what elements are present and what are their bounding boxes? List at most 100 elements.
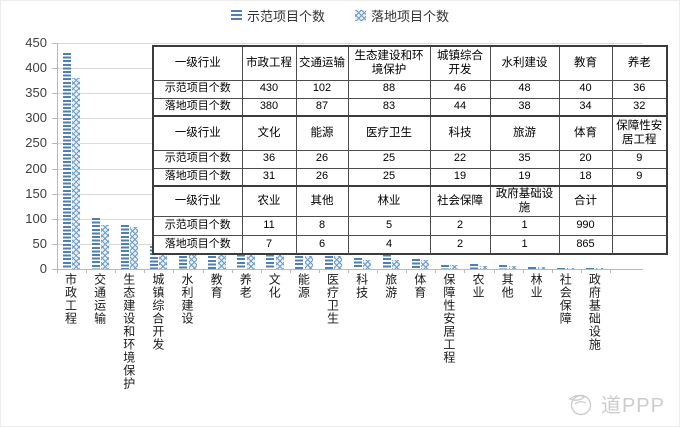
table-cell: 19 [489,167,560,187]
legend-label: 示范项目个数 [246,9,325,24]
table-cell [611,234,668,255]
bar-landed [421,260,430,269]
bar-landed [363,259,372,269]
bar-demonstration [411,259,420,269]
y-axis-label: 100 [25,210,47,226]
bar-landed [334,256,342,269]
table-cell: 4 [347,234,431,255]
bar-demonstration [470,263,478,269]
table-cell: 88 [347,79,431,99]
y-axis-label: 150 [25,185,47,201]
table-header-cell: 一级行业 [152,45,243,81]
x-axis-label: 能源 [296,273,311,299]
y-axis-tick [52,193,57,195]
x-axis-tick [609,269,611,273]
table-cell: 38 [489,97,560,117]
table-cell: 44 [429,97,491,117]
x-axis-label: 保障性安居工程 [441,273,456,364]
y-axis-label: 450 [25,35,47,50]
bar-landed [566,268,575,269]
legend-label: 落地项目个数 [371,9,450,24]
watermark: 道PPP [568,389,665,418]
bar-demonstration [353,258,362,269]
y-axis-tick [52,243,57,245]
legend-item-landed: 落地项目个数 [355,6,449,25]
bar-landed [595,268,604,269]
hline-pattern-marker-icon [230,10,242,21]
bar-demonstration [499,265,508,269]
bar-demonstration [295,255,304,269]
daoppp-logo-icon [568,394,592,415]
table-cell: 1 [489,234,560,255]
x-axis-tick [348,269,349,273]
y-axis-label: 250 [25,135,47,151]
table-row: 一级行业 市政工程 交通运输 生态建设和环境保护 城镇综合开发 水利建设 教育 养老 [152,45,668,81]
x-axis-tick [173,269,175,273]
table-header-cell: 旅游 [489,115,560,151]
x-axis-tick [144,269,146,273]
table-cell: 25 [347,167,431,187]
chart-legend: 示范项目个数 落地项目个数 [1,6,679,25]
bar-landed [537,267,546,269]
table-header-cell: 其他 [295,184,349,217]
table-cell: 87 [295,97,349,117]
table-header-cell: 文化 [241,115,297,151]
table-cell: 26 [295,167,349,187]
bar-landed [304,255,313,269]
bar-demonstration [266,250,275,269]
bar-landed [159,246,168,269]
table-cell: 35 [489,149,560,169]
x-axis-tick [551,269,553,273]
table-cell: 865 [558,234,613,255]
table-cell: 20 [558,149,613,169]
x-axis-label: 交通运输 [92,273,107,325]
x-axis-label: 林业 [529,273,544,299]
y-axis-tick [52,93,57,95]
x-axis-label: 医疗卫生 [325,273,340,325]
y-axis-tick [52,218,57,220]
table-cell: 40 [558,79,613,99]
table-row: 一级行业 农业 其他 林业 社会保障 政府基础设施 合计 [152,184,668,217]
table-cell: 落地项目个数 [152,234,243,255]
y-axis-label: 300 [25,110,47,126]
table-row: 落地项目个数 380 87 83 44 38 34 32 [152,97,668,117]
x-axis-tick [522,269,524,273]
data-table: 一级行业 市政工程 交通运输 生态建设和环境保护 城镇综合开发 水利建设 教育 养老示范项目个… [152,45,668,256]
bar-landed [508,266,517,269]
x-axis-label: 政府基础设施 [587,273,602,351]
table-cell: 31 [241,167,297,187]
bar-demonstration [62,53,71,269]
table-header-cell: 市政工程 [241,45,297,81]
y-axis-tick [52,68,57,70]
table-row: 示范项目个数 36 26 25 22 35 20 9 [152,149,668,169]
table-header-cell: 医疗卫生 [347,115,431,151]
table-cell: 11 [241,215,297,236]
table-header-cell: 政府基础设施 [489,184,560,217]
table-cell: 990 [558,215,613,236]
table-header-cell [611,184,668,217]
x-axis-tick [580,269,582,273]
y-axis-label: 400 [25,60,47,76]
table-header-cell: 合计 [558,184,613,217]
bar-demonstration [149,245,158,269]
x-axis-label: 养老 [238,273,253,299]
y-axis-label: 50 [32,235,47,251]
table-cell: 7 [241,234,297,255]
bar-landed [275,253,284,269]
watermark-text: 道PPP [600,395,665,417]
table-cell: 32 [611,97,668,117]
table-row: 落地项目个数 7 6 4 2 1 865 [152,234,668,255]
bar-demonstration [120,224,129,269]
bar-landed [217,251,226,269]
x-axis-tick [86,269,88,273]
bar-landed [479,265,488,269]
table-row: 一级行业 文化 能源 医疗卫生 科技 旅游 体育 保障性安居工程 [152,115,668,151]
y-axis-tick [52,118,57,120]
table-cell: 25 [347,149,431,169]
legend-item-demonstration: 示范项目个数 [230,6,325,25]
bar-demonstration [586,268,595,269]
table-cell: 8 [295,215,349,236]
table-cell: 36 [241,149,297,169]
bar-demonstration [324,256,333,269]
